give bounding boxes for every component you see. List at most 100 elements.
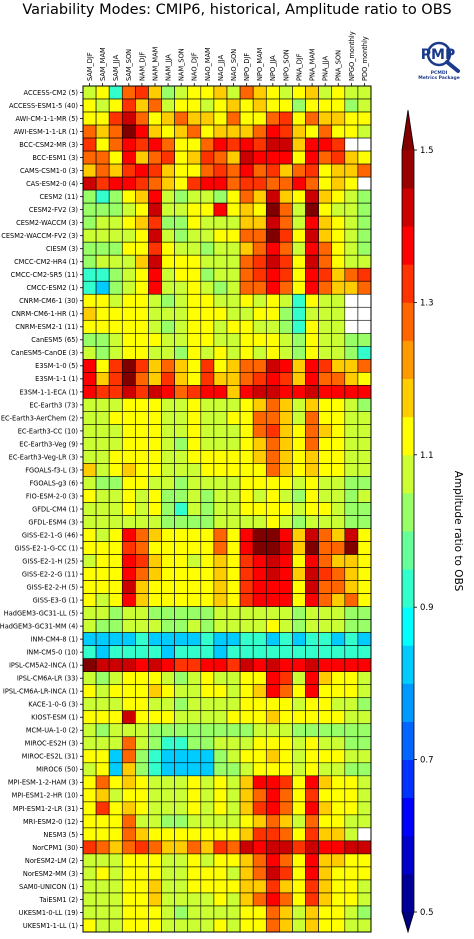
heatmap-cell xyxy=(318,814,333,829)
heatmap-cell xyxy=(95,111,110,126)
heatmap-cell xyxy=(265,228,280,243)
heatmap-cell xyxy=(344,515,359,529)
y-tick-label: IPSL-CM5A2-INCA (1) xyxy=(9,662,78,670)
heatmap-cell xyxy=(226,645,241,659)
heatmap-cell xyxy=(148,215,162,230)
heatmap-cell xyxy=(331,150,346,165)
heatmap-cell xyxy=(318,762,333,777)
heatmap-cell xyxy=(108,918,123,933)
heatmap-cell xyxy=(239,450,254,464)
heatmap-cell xyxy=(252,293,267,308)
heatmap-cell xyxy=(95,554,110,568)
heatmap-cell xyxy=(305,801,319,816)
heatmap-cell xyxy=(344,606,359,620)
heatmap-cell xyxy=(305,515,319,529)
heatmap-cell xyxy=(331,775,346,790)
heatmap-cell xyxy=(187,606,202,620)
heatmap-cell xyxy=(108,528,123,542)
heatmap-cell xyxy=(279,385,293,399)
heatmap-cell xyxy=(344,280,359,295)
heatmap-cell xyxy=(148,736,162,751)
heatmap-cell xyxy=(213,619,228,633)
heatmap-cell xyxy=(200,372,215,386)
heatmap-cell xyxy=(344,346,359,360)
y-tick-label: MRI-ESM2-0 (12) xyxy=(23,818,78,826)
colorbar-segment xyxy=(402,454,414,494)
heatmap-cell xyxy=(108,124,123,139)
x-tick-label: NPO_SON xyxy=(282,49,290,81)
heatmap-cell xyxy=(161,111,175,126)
heatmap-cell xyxy=(279,176,293,191)
heatmap-cell xyxy=(148,866,162,881)
heatmap-cell xyxy=(213,892,228,907)
heatmap-cell xyxy=(161,137,175,152)
heatmap-cell xyxy=(121,567,136,581)
heatmap-cell xyxy=(174,840,189,855)
heatmap-cell xyxy=(161,202,175,217)
heatmap-cell xyxy=(239,319,254,334)
heatmap-cell xyxy=(95,450,110,464)
heatmap-cell xyxy=(344,619,359,633)
heatmap-cell xyxy=(82,684,97,699)
heatmap-cell xyxy=(279,853,293,868)
heatmap-cell xyxy=(292,280,306,295)
heatmap-cell xyxy=(279,306,293,321)
heatmap-cell xyxy=(279,424,293,438)
heatmap-cell xyxy=(135,697,149,712)
heatmap-cell xyxy=(200,736,215,751)
heatmap-cell xyxy=(226,528,241,542)
heatmap-cell xyxy=(161,463,175,477)
heatmap-cell xyxy=(82,241,97,256)
heatmap-cell xyxy=(135,346,149,360)
colorbar-tick-label: 1.5 xyxy=(420,146,434,156)
heatmap-cell xyxy=(200,827,215,842)
y-tick-label: IPSL-CM6A-LR (33) xyxy=(17,675,78,683)
heatmap-cell xyxy=(135,306,149,321)
heatmap-cell xyxy=(108,424,123,438)
heatmap-cell xyxy=(305,228,319,243)
heatmap-cell xyxy=(252,463,267,477)
heatmap-cell xyxy=(135,905,149,920)
heatmap-cell xyxy=(305,241,319,256)
heatmap-cell xyxy=(292,879,306,894)
heatmap-cell xyxy=(82,189,97,204)
heatmap-cell xyxy=(292,905,306,920)
heatmap-cell xyxy=(148,293,162,308)
heatmap-cell xyxy=(82,267,97,282)
heatmap-cell xyxy=(292,788,306,803)
heatmap-cell xyxy=(292,710,306,725)
heatmap-cell xyxy=(82,840,97,855)
heatmap-cell xyxy=(331,189,346,204)
heatmap-cell xyxy=(226,267,241,282)
heatmap-cell xyxy=(187,554,202,568)
heatmap-cell xyxy=(226,437,241,451)
heatmap-cell xyxy=(121,346,136,360)
heatmap-cell xyxy=(82,853,97,868)
heatmap-cell xyxy=(279,567,293,581)
heatmap-cell xyxy=(252,476,267,490)
heatmap-cell xyxy=(161,866,175,881)
heatmap-cell xyxy=(252,554,267,568)
y-tick-label: ACCESS-ESM1-5 (40) xyxy=(9,102,78,110)
heatmap-cell xyxy=(148,163,162,178)
heatmap-cell xyxy=(279,489,293,503)
heatmap-cell xyxy=(292,189,306,204)
heatmap-cell xyxy=(82,463,97,477)
heatmap-cell xyxy=(200,241,215,256)
heatmap-cell xyxy=(187,658,202,672)
heatmap-cell xyxy=(331,176,346,191)
y-tick-label: SAM0-UNICON (1) xyxy=(19,883,78,891)
heatmap-cell xyxy=(305,306,319,321)
heatmap-cell xyxy=(239,124,254,139)
heatmap-cell xyxy=(252,645,267,659)
heatmap-cell xyxy=(148,189,162,204)
heatmap-cell xyxy=(108,306,123,321)
heatmap-cell xyxy=(187,528,202,542)
heatmap-cell xyxy=(279,98,293,113)
y-tick-label: CESM2-FV2 (3) xyxy=(29,206,78,214)
heatmap-cell xyxy=(357,905,372,920)
heatmap-cell xyxy=(82,332,97,347)
heatmap-cell xyxy=(161,658,175,672)
x-tick-label: NPGO_monthly xyxy=(348,31,356,81)
heatmap-cell xyxy=(305,671,319,686)
